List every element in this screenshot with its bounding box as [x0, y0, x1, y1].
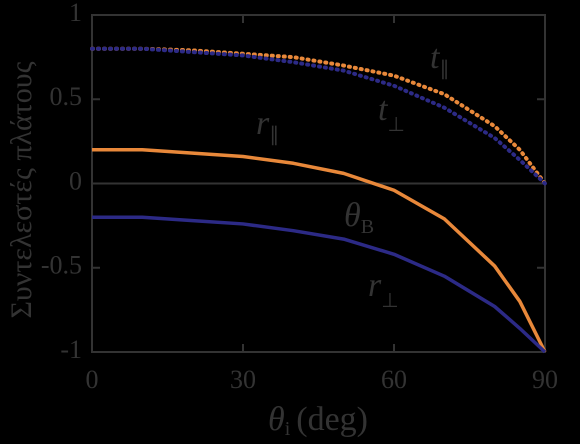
annotation-text: θ	[344, 197, 361, 234]
y-tick-label: -1	[60, 335, 82, 364]
x-label-symbol: θ	[268, 401, 285, 438]
annotation: θB	[344, 197, 374, 238]
y-tick-label: 0.5	[50, 82, 83, 111]
annotation-text: r	[368, 267, 382, 304]
annotation-text: t	[430, 39, 441, 76]
annotation-sub: ∥	[439, 58, 449, 80]
x-label-text: (deg)	[296, 401, 368, 438]
x-tick-label: 90	[532, 365, 558, 394]
annotation: t∥	[430, 39, 449, 80]
annotation-sub: ∥	[269, 124, 279, 146]
x-tick-label: 0	[86, 365, 99, 394]
x-tick-label: 60	[381, 365, 407, 394]
y-tick-label: 0	[69, 166, 82, 195]
y-axis-label: Συντελεστές πλάτους	[5, 61, 38, 318]
annotation-text: r	[256, 105, 270, 142]
annotation-sub: ⊥	[387, 114, 404, 136]
y-tick-label: -0.5	[41, 251, 82, 280]
annotation: t⊥	[378, 91, 405, 136]
series-line	[92, 148, 547, 353]
series-line	[90, 46, 547, 186]
annotation: r∥	[256, 105, 279, 146]
series-line	[92, 215, 547, 354]
annotation: r⊥	[368, 267, 399, 312]
y-tick-label: 1	[69, 0, 82, 27]
x-label-sub: i	[285, 418, 291, 440]
annotation-sub: B	[361, 216, 374, 238]
annotation-text: t	[378, 91, 389, 128]
x-axis-label: θi (deg)	[268, 401, 368, 440]
annotation-sub: ⊥	[381, 290, 398, 312]
x-tick-label: 30	[230, 365, 256, 394]
